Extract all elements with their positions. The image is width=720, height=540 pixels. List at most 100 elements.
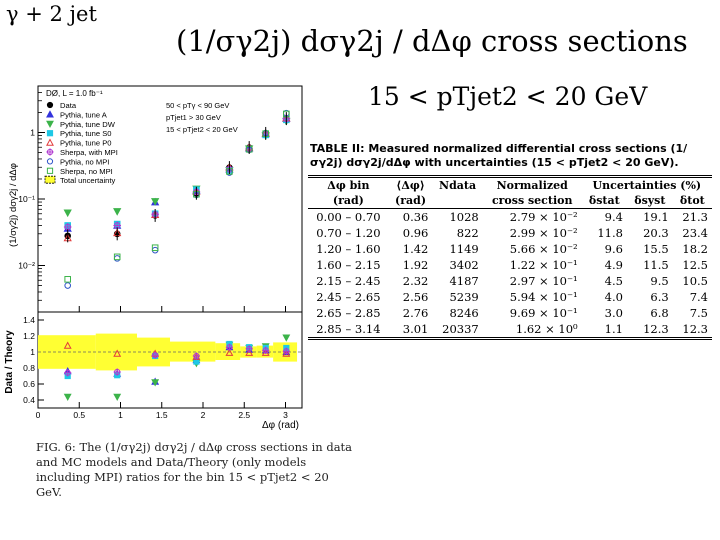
ratio-point-pythia-tune-dw bbox=[282, 334, 291, 342]
legend-label: Pythia, tune S0 bbox=[60, 129, 112, 138]
cell: 9.4 bbox=[604, 210, 623, 224]
th-dphi-bin: Δφ bin bbox=[327, 179, 370, 192]
cell: 9.6 bbox=[604, 242, 623, 256]
ratio-y-tick-label: 1.2 bbox=[23, 331, 35, 341]
top-point-pythia-no-mpi bbox=[64, 282, 71, 289]
th-empty bbox=[432, 193, 483, 209]
table-row: 2.45 – 2.65 2.56 5239 5.94 × 10⁻¹ 4.0 6.3 7.4 bbox=[308, 289, 712, 305]
cell: 6.8 bbox=[650, 306, 669, 320]
cell: 3402 bbox=[449, 258, 479, 272]
cell: 5.94 × 10⁻¹ bbox=[509, 290, 578, 304]
table-row: 0.70 – 1.20 0.96 822 2.99 × 10⁻² 11.8 20.3 23.… bbox=[308, 225, 712, 241]
legend-marker bbox=[46, 120, 54, 128]
legend-marker bbox=[46, 138, 54, 146]
th-mean-dphi: ⟨Δφ⟩ bbox=[396, 179, 425, 192]
th-uncertainties: Uncertainties (%) bbox=[592, 179, 702, 192]
cell: 4.0 bbox=[604, 290, 623, 304]
cell: 18.2 bbox=[682, 242, 708, 256]
legend-label: Pythia, tune A bbox=[60, 110, 108, 119]
top-axis-ticks: 10⁻² 10⁻¹ 1 bbox=[18, 85, 45, 313]
plot-svg: (1/σγ2j) dσγ2j / dΔφ Data / Theory Δφ (r… bbox=[4, 85, 303, 431]
ratio-xlabel: Δφ (rad) bbox=[262, 420, 299, 430]
cell: 9.5 bbox=[650, 274, 669, 288]
cell: 21.3 bbox=[682, 210, 708, 224]
top-point-sherpa-no-mpi bbox=[151, 244, 159, 252]
ratio-band-segment bbox=[215, 343, 241, 360]
ratio-y-tick-label: 1 bbox=[30, 347, 35, 357]
legend-marker bbox=[46, 101, 54, 109]
cross-section-table: Δφ bin ⟨Δφ⟩ Ndata Normalized Uncertainti… bbox=[308, 175, 712, 340]
cell: 1.92 bbox=[402, 258, 429, 272]
cell: 2.99 × 10⁻² bbox=[509, 226, 578, 240]
cell: 4187 bbox=[449, 274, 479, 288]
table-row: 2.85 – 3.14 3.01 20337 1.62 × 10⁰ 1.1 12.3 12.… bbox=[308, 321, 712, 339]
table-row: 1.60 – 2.15 1.92 3402 1.22 × 10⁻¹ 4.9 11.5 12.… bbox=[308, 257, 712, 273]
x-tick-label: 2 bbox=[201, 410, 206, 420]
cell: 20337 bbox=[442, 322, 479, 336]
cell: 3.01 bbox=[402, 322, 429, 336]
table-row: 1.20 – 1.60 1.42 1149 5.66 × 10⁻² 9.6 15.5 18.… bbox=[308, 241, 712, 257]
cell: 0.70 – 1.20 bbox=[316, 226, 381, 240]
cell: 2.65 – 2.85 bbox=[316, 306, 381, 320]
cell: 2.79 × 10⁻² bbox=[509, 210, 578, 224]
cell: 822 bbox=[456, 226, 479, 240]
ratio-point-pythia-tune-p0 bbox=[113, 349, 122, 357]
cell: 1028 bbox=[449, 210, 479, 224]
cell: 8246 bbox=[449, 306, 479, 320]
legend-label: Pythia, no MPI bbox=[60, 157, 109, 166]
cell: 5239 bbox=[449, 290, 479, 304]
cell: 4.5 bbox=[604, 274, 623, 288]
figure-caption: FIG. 6: The (1/σγ2j) dσγ2j / dΔφ cross s… bbox=[36, 440, 353, 499]
cell: 1.20 – 1.60 bbox=[316, 242, 381, 256]
ratio-point-pythia-tune-dw bbox=[63, 393, 72, 401]
ratio-point-sherpa-with-mpi-cross bbox=[151, 351, 159, 359]
cell: 2.56 bbox=[402, 290, 429, 304]
cell: 11.5 bbox=[643, 258, 669, 272]
ratio-point-pythia-tune-dw bbox=[113, 393, 122, 401]
cell: 15.5 bbox=[643, 242, 669, 256]
th-cross-section: cross section bbox=[482, 193, 582, 209]
corner-title: γ + 2 jet bbox=[6, 2, 97, 26]
cell: 3.0 bbox=[604, 306, 623, 320]
x-tick-label: 3 bbox=[283, 410, 288, 420]
cell: 9.69 × 10⁻¹ bbox=[509, 306, 578, 320]
th-stat: δstat bbox=[581, 193, 627, 209]
ratio-point-pythia-tune-dw bbox=[151, 379, 160, 387]
legend-marker bbox=[46, 167, 54, 174]
top-tick-label: 10⁻¹ bbox=[18, 194, 35, 204]
cell: 1.62 × 10⁰ bbox=[515, 322, 578, 336]
ratio-point-sherpa-with-mpi-cross bbox=[282, 347, 290, 355]
cut-2: pTjet1 > 30 GeV bbox=[166, 113, 221, 122]
cell: 12.5 bbox=[682, 258, 708, 272]
top-ylabel: (1/σγ2j) dσγ2j / dΔφ bbox=[8, 163, 19, 247]
legend-marker-cross bbox=[46, 148, 54, 156]
th-mean-dphi-unit: (rad) bbox=[388, 193, 433, 209]
x-tick-label: 2.5 bbox=[238, 410, 250, 420]
top-tick-label: 1 bbox=[30, 127, 35, 137]
legend-label: Sherpa, with MPI bbox=[60, 148, 118, 157]
cell: 0.36 bbox=[402, 210, 429, 224]
main-title: (1/σγ2j) dσγ2j / dΔφ cross sections bbox=[176, 24, 688, 58]
x-tick-label: 1.5 bbox=[156, 410, 168, 420]
cell: 2.97 × 10⁻¹ bbox=[509, 274, 578, 288]
cell: 10.5 bbox=[682, 274, 708, 288]
th-ndata: Ndata bbox=[439, 179, 477, 192]
chart-marks bbox=[63, 109, 291, 401]
top-point-pythia-tune-dw bbox=[151, 198, 160, 206]
plot-panel: (1/σγ2j) dσγ2j / dΔφ Data / Theory Δφ (r… bbox=[0, 80, 308, 431]
th-tot: δtot bbox=[672, 193, 712, 209]
cell: 2.85 – 3.14 bbox=[316, 322, 381, 336]
th-dphi-bin-unit: (rad) bbox=[308, 193, 389, 209]
ratio-point-sherpa-with-mpi-cross bbox=[262, 346, 270, 354]
top-point-pythia-no-mpi bbox=[113, 255, 121, 262]
cut-3: 15 < pTjet2 < 20 GeV bbox=[166, 125, 238, 134]
ratio-y-tick-label: 1.4 bbox=[23, 315, 35, 325]
top-point-pythia-tune-dw bbox=[113, 208, 122, 216]
top-point-sherpa-no-mpi bbox=[113, 253, 121, 261]
cell: 20.3 bbox=[643, 226, 669, 240]
table-caption: TABLE II: Measured normalized differenti… bbox=[310, 142, 688, 169]
ratio-y-tick-label: 0.8 bbox=[23, 363, 35, 373]
legend-label: Pythia, tune DW bbox=[60, 120, 116, 129]
th-normalized: Normalized bbox=[496, 179, 568, 192]
top-point-pythia-tune-dw bbox=[63, 209, 72, 218]
